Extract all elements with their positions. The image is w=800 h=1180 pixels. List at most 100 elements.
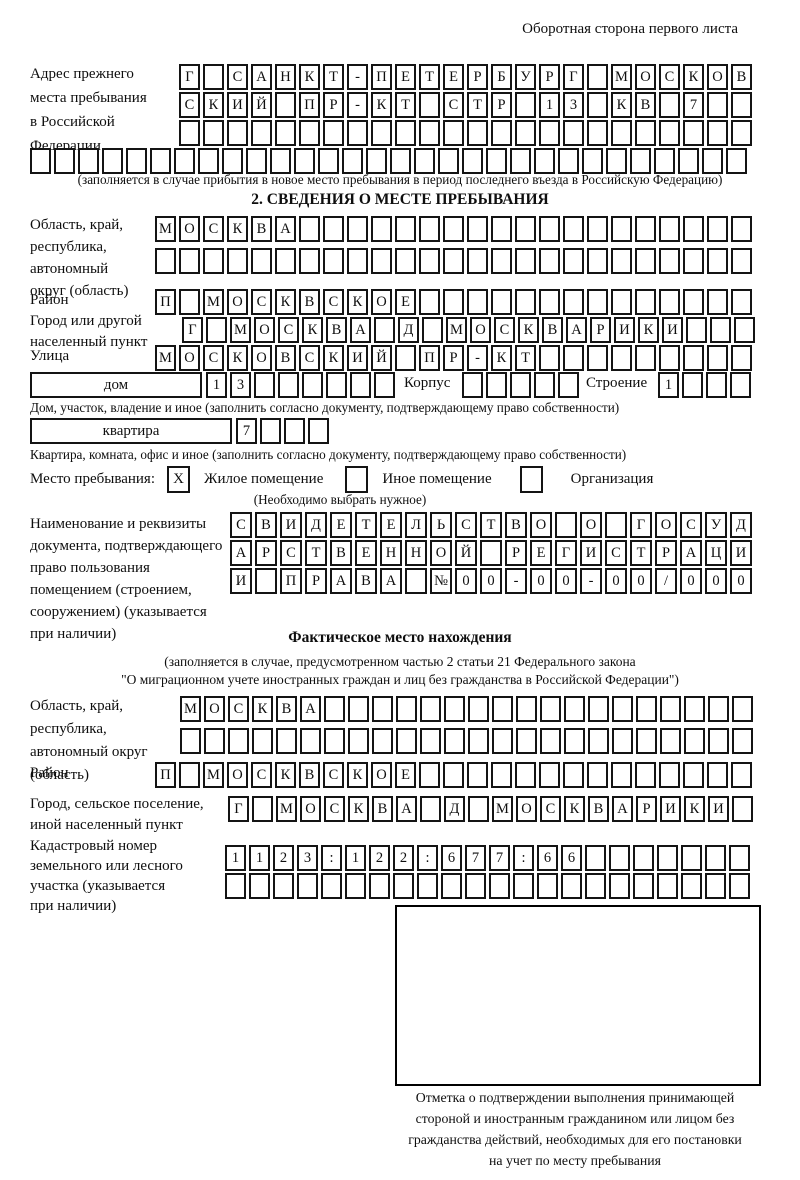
char-box [612,728,633,754]
stroenie-row[interactable]: 1 [658,372,754,398]
char-box [539,289,560,315]
prev-address-note: (заполняется в случае прибытия в новое м… [77,172,723,187]
char-box: К [203,92,224,118]
char-box [731,762,752,788]
char-box [206,317,227,343]
char-box [611,345,632,371]
char-box [443,248,464,274]
char-box [396,728,417,754]
char-box [534,148,555,174]
char-box [278,372,299,398]
char-box: С [455,512,477,538]
char-box: С [251,289,272,315]
char-box: К [371,92,392,118]
char-box: 2 [369,845,390,871]
char-box [492,696,513,722]
char-box [255,568,277,594]
char-box [609,873,630,899]
char-box: Е [395,289,416,315]
char-box: В [299,289,320,315]
char-box: Т [323,64,344,90]
char-box [708,696,729,722]
char-box [539,762,560,788]
prev-address-row-3[interactable] [179,120,755,146]
char-box: Е [355,540,377,566]
char-box [405,568,427,594]
korpus-row[interactable] [462,372,582,398]
char-box [635,345,656,371]
char-box [126,148,147,174]
kadastr-row-2[interactable] [225,873,753,899]
char-box: И [580,540,602,566]
char-box [587,762,608,788]
char-box [731,248,752,274]
char-box: Т [515,345,536,371]
char-box: Р [590,317,611,343]
fact-oblast-row-2[interactable] [180,728,756,754]
char-box: М [180,696,201,722]
char-box: О [227,762,248,788]
checkbox-inoe-pomeshchenie[interactable] [345,466,369,493]
char-box [515,762,536,788]
char-box: А [612,796,633,822]
char-box [587,64,608,90]
char-box [324,696,345,722]
checkbox-zhiloe-pomeshchenie[interactable]: X [167,466,190,493]
char-box [539,248,560,274]
char-box: В [372,796,393,822]
raion-label: Район [30,292,69,308]
char-box: / [655,568,677,594]
char-box: К [227,345,248,371]
document-row-3[interactable]: И П Р А В А № 0 0-0 0-0 0/0 0 0 [230,568,755,594]
char-box: 3 [563,92,584,118]
document-label: Наименование и реквизиты документа, подт… [30,516,223,642]
char-box [78,148,99,174]
char-box [563,345,584,371]
char-box [324,728,345,754]
char-box: С [227,64,248,90]
char-box: О [227,289,248,315]
char-box: А [566,317,587,343]
char-box [561,873,582,899]
char-box [275,92,296,118]
char-box [515,120,536,146]
char-box [366,148,387,174]
char-box [419,120,440,146]
char-box: И [662,317,683,343]
char-box [284,418,305,444]
checkbox-organizatsiya[interactable] [519,466,543,493]
char-box [611,120,632,146]
char-box: Р [443,345,464,371]
char-box [678,148,699,174]
char-box: С [540,796,561,822]
char-box [539,120,560,146]
char-box [588,728,609,754]
ulitsa-label: Улица [30,348,70,364]
char-box [420,796,441,822]
char-box [390,148,411,174]
residence-type-note: (Необходимо выбрать нужное) [253,492,427,507]
char-box [707,762,728,788]
char-box [635,216,656,242]
kvartira-row[interactable]: 7 [236,418,332,444]
oblast-row-2[interactable] [155,248,755,274]
char-box [246,148,267,174]
char-box: 6 [561,845,582,871]
char-box [635,762,656,788]
prev-address-row-4[interactable] [30,148,750,174]
char-box [438,148,459,174]
char-box: О [516,796,537,822]
